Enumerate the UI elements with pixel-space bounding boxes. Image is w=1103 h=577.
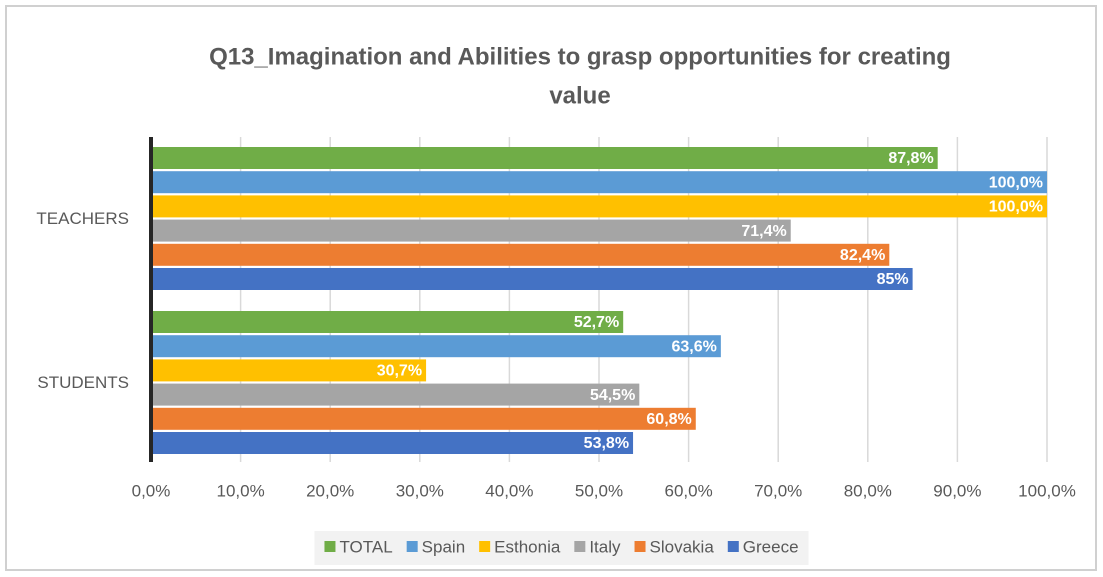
legend-label: Spain [422,537,465,556]
value-label: 63,6% [671,338,716,355]
legend-swatch [324,541,336,552]
x-tick-label: 60,0% [664,481,712,500]
bar [151,147,938,169]
bar [151,359,427,382]
chart-title-line-1: Q13_Imagination and Abilities to grasp o… [209,43,951,70]
x-tick-label: 90,0% [933,481,981,500]
legend-box [314,531,809,565]
legend-swatch [634,541,646,552]
y-tick-label: STUDENTS [37,373,129,392]
x-tick-label: 10,0% [216,481,264,500]
x-tick-label: 50,0% [575,481,623,500]
legend-label: Esthonia [494,537,561,556]
legend-label: Slovakia [650,537,715,556]
bar [151,171,1047,194]
legend-label: TOTAL [339,537,392,556]
value-label: 52,7% [574,314,619,331]
legend-label: Italy [589,537,621,556]
x-tick-label: 40,0% [485,481,533,500]
value-label: 82,4% [840,247,885,264]
legend-swatch [574,541,586,552]
x-tick-label: 0,0% [132,481,171,500]
bar [151,407,696,430]
bar [151,219,791,242]
bar [151,311,624,333]
legend-swatch [479,541,491,552]
legend-label: Greece [743,537,799,556]
y-tick-label: TEACHERS [36,209,129,228]
x-tick-label: 70,0% [754,481,802,500]
bar [151,432,634,454]
value-label: 30,7% [377,363,422,380]
bar [151,195,1047,218]
x-tick-label: 30,0% [396,481,444,500]
legend-swatch [727,541,739,552]
value-label: 71,4% [741,223,786,240]
bar [151,383,640,406]
value-label: 87,8% [888,150,933,167]
value-label: 100,0% [989,174,1043,191]
chart-title-line-2: value [549,82,610,109]
x-tick-label: 100,0% [1018,481,1076,500]
value-label: 54,5% [590,387,635,404]
value-label: 60,8% [646,411,691,428]
bar [151,335,721,358]
bar [151,268,913,290]
legend-swatch [406,541,418,552]
value-label: 85% [877,271,909,288]
x-tick-label: 80,0% [844,481,892,500]
x-tick-label: 20,0% [306,481,354,500]
value-label: 53,8% [584,435,629,452]
legend: TOTAL Spain Esthonia Italy Slovakia Greece [314,531,809,565]
bar [151,243,890,266]
value-label: 100,0% [989,199,1043,216]
